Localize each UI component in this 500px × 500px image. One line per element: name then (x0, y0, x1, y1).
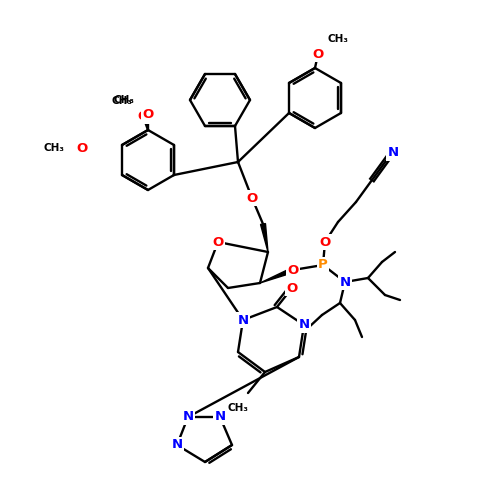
Polygon shape (260, 268, 294, 283)
Text: CH₃: CH₃ (328, 34, 349, 44)
Text: P: P (318, 258, 328, 272)
Text: O: O (246, 192, 258, 204)
Text: O: O (76, 142, 88, 154)
Text: O: O (212, 236, 224, 248)
Text: CH₃: CH₃ (228, 403, 248, 413)
Text: O: O (288, 264, 298, 276)
Text: CH₃: CH₃ (112, 96, 133, 106)
Text: N: N (214, 410, 226, 424)
Text: N: N (298, 318, 310, 332)
Text: N: N (238, 314, 248, 326)
Text: O: O (138, 110, 148, 122)
Text: N: N (388, 146, 398, 160)
Text: CH₃: CH₃ (113, 95, 134, 105)
Text: O: O (320, 236, 330, 248)
Text: CH₃: CH₃ (44, 143, 65, 153)
Text: N: N (340, 276, 350, 288)
Text: O: O (286, 282, 298, 294)
Text: N: N (182, 410, 194, 424)
Text: O: O (142, 108, 154, 122)
Text: N: N (172, 438, 182, 452)
Text: O: O (312, 48, 324, 60)
Polygon shape (260, 224, 268, 252)
